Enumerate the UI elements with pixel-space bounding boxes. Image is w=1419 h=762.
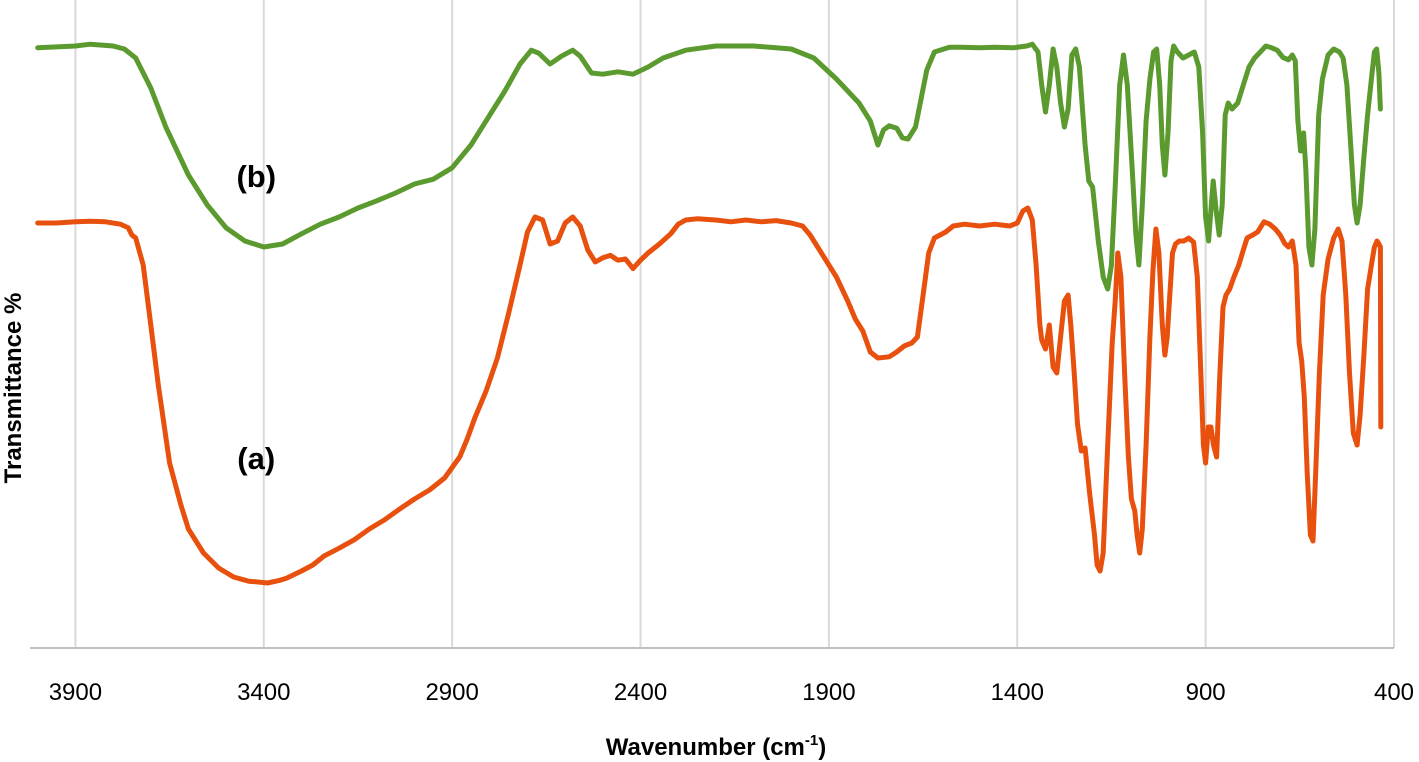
- x-tick-labels: 3900 3400 2900 2400 1900 1400 900 400: [49, 679, 1414, 706]
- vertical-gridlines: [74, 0, 1395, 648]
- series-line-b: [35, 41, 1383, 292]
- x-tick-label: 400: [1374, 679, 1414, 706]
- series-label-b: (b): [236, 159, 276, 194]
- x-tick-label: 3900: [49, 679, 102, 706]
- y-axis-title: Transmittance %: [0, 293, 27, 484]
- x-tick-label: 2900: [425, 679, 478, 706]
- x-tick-label: 3400: [237, 679, 290, 706]
- series-group: [35, 41, 1384, 586]
- x-tick-label: 1900: [802, 679, 855, 706]
- series-label-a: (a): [237, 441, 275, 476]
- x-axis-title: Wavenumber (cm-1): [606, 732, 827, 761]
- x-tick-label: 1400: [991, 679, 1044, 706]
- series-line-a: [35, 205, 1384, 586]
- x-tick-label: 2400: [614, 679, 667, 706]
- x-tick-label: 900: [1186, 679, 1226, 706]
- series-annotations: (b) (a): [236, 159, 276, 476]
